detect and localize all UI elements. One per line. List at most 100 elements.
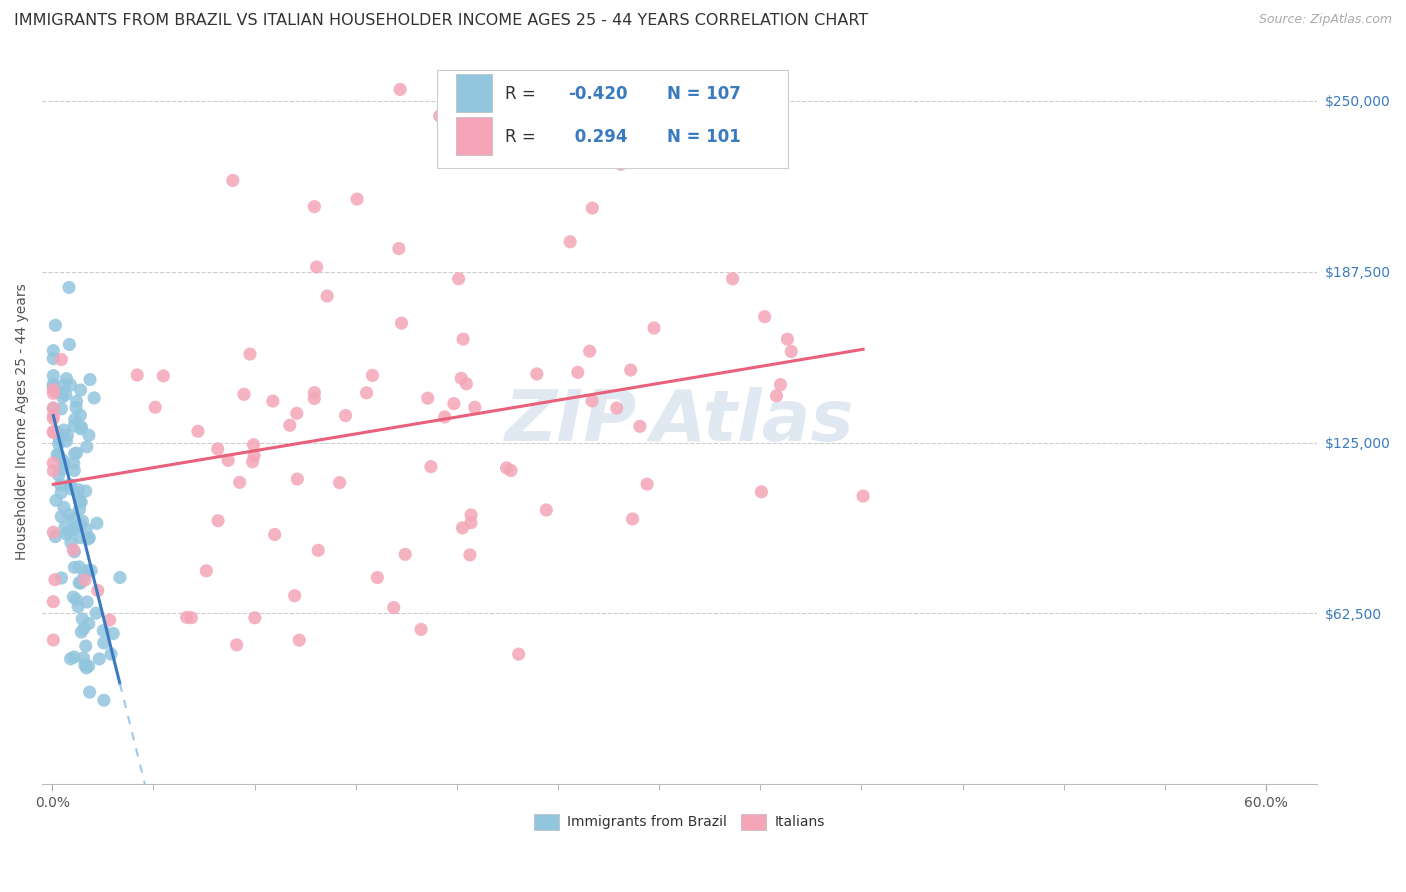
Point (62, 512, 84, 526)
Text: R =: R = (505, 85, 541, 103)
Point (70, 495, 93, 509)
Point (63, 419, 86, 434)
Point (48, 468, 70, 483)
Point (70, 612, 93, 626)
Point (44, 530, 66, 544)
Point (66, 519, 89, 533)
Point (284, 589, 307, 603)
Point (217, 453, 239, 467)
Point (42, 525, 65, 540)
Point (59, 482, 82, 496)
Point (69, 576, 91, 591)
Point (263, 527, 285, 541)
Point (458, 548, 481, 562)
Point (780, 344, 803, 359)
Y-axis label: Householder Income Ages 25 - 44 years: Householder Income Ages 25 - 44 years (15, 284, 30, 560)
Point (83, 391, 105, 405)
Point (499, 463, 522, 477)
Point (79, 685, 101, 699)
Point (42, 376, 65, 391)
Point (536, 503, 558, 517)
Point (55, 434, 77, 448)
Point (388, 242, 411, 256)
Point (42, 425, 65, 440)
Point (93, 693, 115, 707)
FancyBboxPatch shape (437, 70, 787, 169)
Point (233, 387, 256, 401)
Point (63, 447, 86, 461)
Point (51, 571, 73, 585)
Text: -0.420: -0.420 (568, 85, 628, 103)
Point (621, 512, 644, 526)
Point (304, 385, 326, 400)
FancyBboxPatch shape (457, 117, 492, 154)
Point (391, 316, 413, 330)
Point (433, 409, 456, 424)
Point (48, 437, 70, 451)
Text: N = 101: N = 101 (666, 128, 741, 145)
Point (394, 547, 416, 561)
Point (72, 514, 94, 528)
Point (48, 448, 70, 462)
Point (44, 573, 66, 587)
Point (86, 516, 108, 531)
Point (42, 464, 65, 478)
Point (42, 368, 65, 383)
Point (769, 377, 792, 392)
Point (76, 564, 98, 578)
Point (356, 385, 378, 400)
Point (56, 428, 79, 442)
Point (42, 401, 65, 416)
Point (63, 545, 86, 559)
Point (456, 376, 478, 391)
Point (207, 442, 229, 456)
Point (225, 638, 247, 652)
Point (48, 433, 70, 447)
Point (52, 500, 75, 515)
Point (243, 449, 266, 463)
Point (42, 425, 65, 439)
Point (222, 173, 245, 187)
Point (42, 379, 65, 393)
Point (278, 418, 301, 433)
Point (329, 475, 352, 490)
Point (76, 440, 98, 454)
Point (46, 448, 69, 462)
Point (51, 509, 73, 524)
Point (53, 457, 76, 471)
Point (51, 401, 73, 416)
Point (77, 659, 100, 673)
Point (58, 508, 80, 522)
Point (65, 446, 87, 460)
Point (620, 363, 643, 377)
Point (59, 477, 82, 491)
Point (69, 531, 91, 545)
Point (305, 260, 328, 274)
Point (70, 625, 93, 640)
Point (207, 514, 229, 528)
Point (852, 489, 875, 503)
Point (73, 658, 96, 673)
Point (195, 564, 218, 578)
Point (288, 633, 311, 648)
Point (42, 595, 65, 609)
Point (67, 575, 90, 590)
Point (84, 606, 107, 620)
Point (62, 456, 84, 470)
Point (53, 520, 76, 534)
Point (606, 401, 628, 416)
Point (66, 486, 89, 500)
Point (52, 453, 75, 467)
Point (180, 611, 202, 625)
Point (51, 462, 73, 476)
Text: Source: ZipAtlas.com: Source: ZipAtlas.com (1258, 13, 1392, 27)
Point (361, 368, 384, 383)
Point (176, 610, 198, 624)
Point (42, 351, 65, 366)
Point (75, 639, 97, 653)
Point (70, 420, 93, 434)
Point (73, 573, 96, 587)
Point (228, 475, 250, 490)
Point (79, 372, 101, 386)
Point (76, 595, 98, 609)
